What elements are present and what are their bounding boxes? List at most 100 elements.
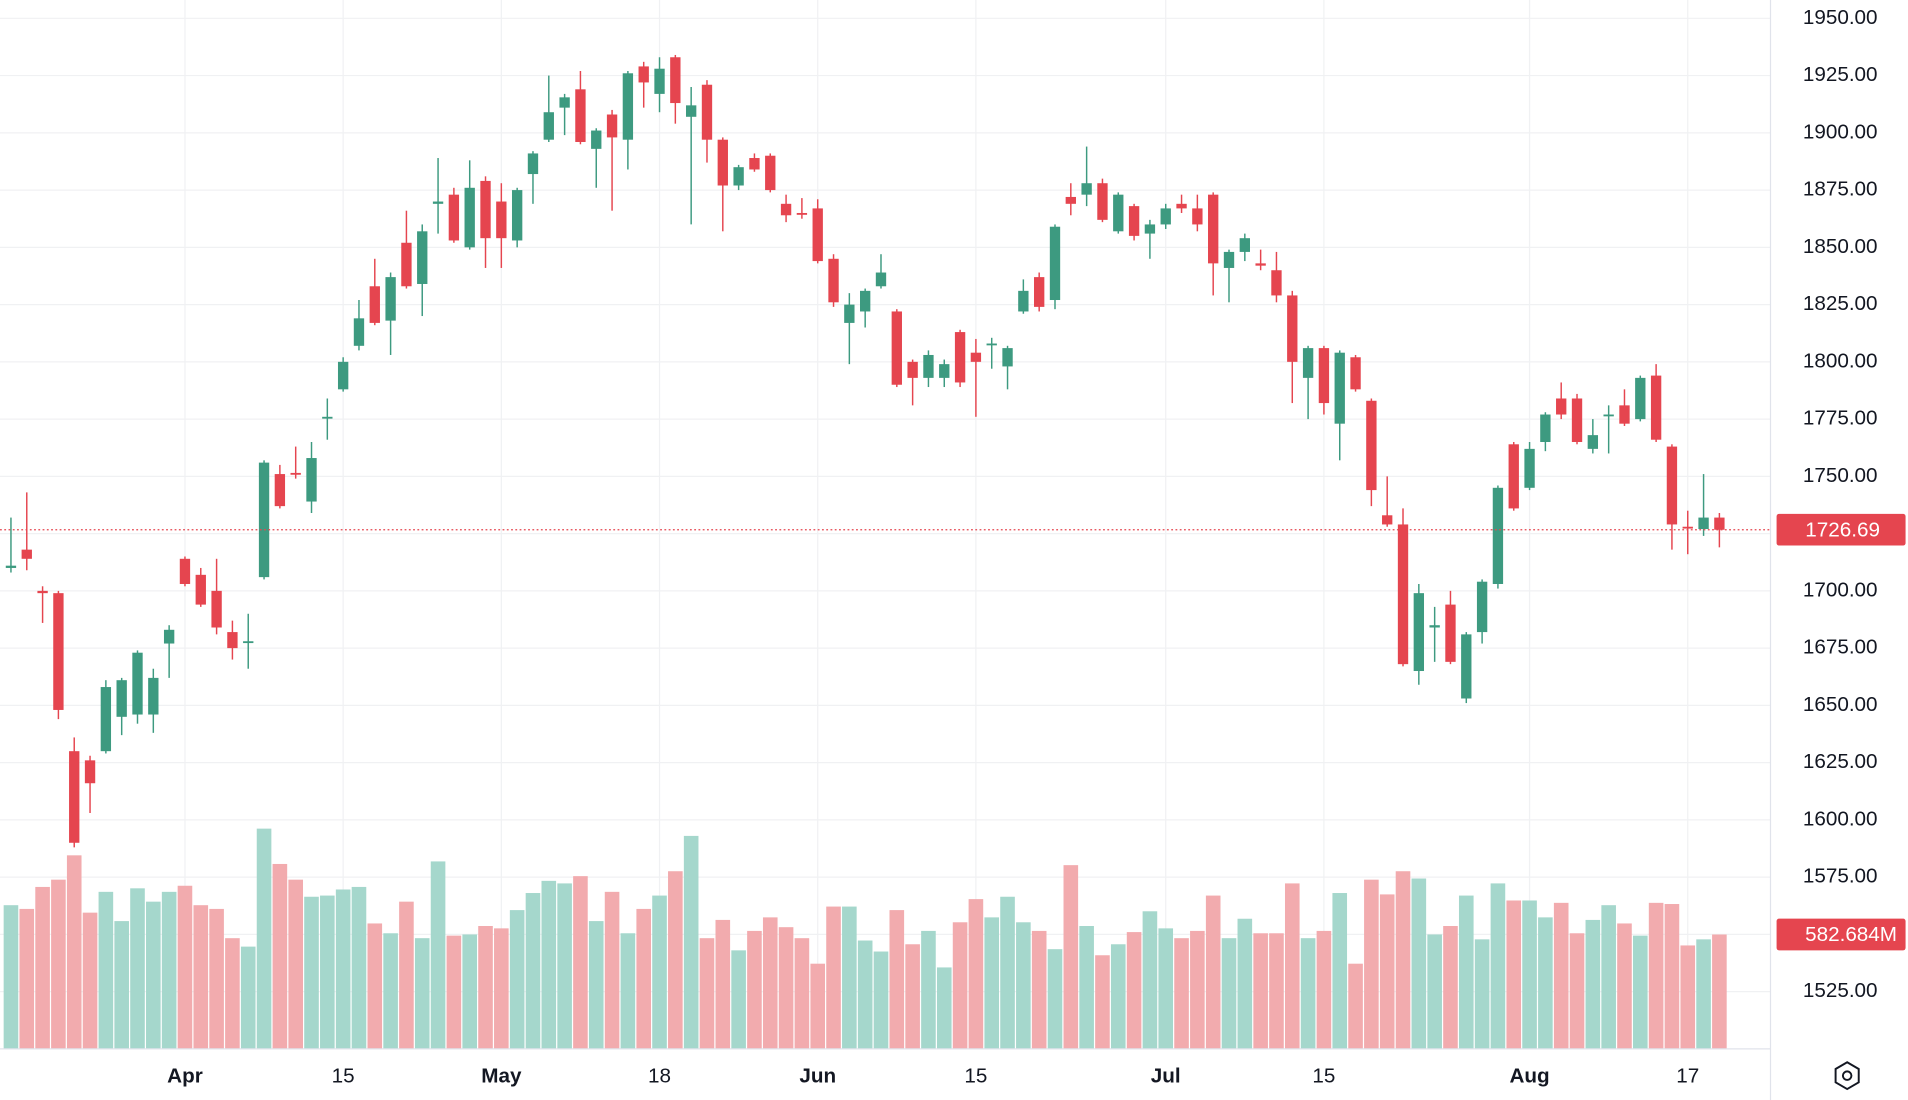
y-tick-label: 1900.00 [1803,120,1878,143]
volume-bar [1253,933,1268,1049]
candle-body [1065,196,1076,204]
candle-body [1461,634,1472,699]
volume-bar [161,891,177,1049]
y-tick-label: 1925.00 [1803,63,1878,86]
volume-pane [3,828,1727,1049]
candle-body [37,590,48,594]
x-tick-label: 15 [964,1064,987,1087]
volume-bar [699,938,715,1049]
candle-body [464,187,475,248]
volume-bar [240,946,256,1049]
volume-bar [1237,918,1253,1049]
volume-bar [573,876,588,1049]
x-tick-label: Jun [799,1064,836,1087]
candle-body [1018,290,1029,312]
candle-body [1113,194,1124,232]
volume-bar [320,895,335,1049]
volume-bar [747,930,762,1049]
candle-body [670,57,681,104]
candle-body [1081,183,1092,195]
volume-bar [256,828,272,1049]
candle-body [53,593,64,710]
volume-bar [288,879,303,1049]
last-price-badge [1776,513,1906,546]
volume-bar [1569,933,1585,1049]
volume-bar [1506,900,1522,1049]
volume-bar [905,944,920,1049]
candle-body [1176,203,1187,209]
y-tick-label: 1525.00 [1803,979,1878,1002]
y-tick-label: 1850.00 [1803,235,1878,258]
candle-body [591,130,602,149]
candle-body [1160,208,1171,225]
y-tick-label: 1750.00 [1803,464,1878,487]
candle-body [796,212,808,215]
candle-body [543,112,554,140]
candle-body [1287,295,1298,362]
candle-body [844,304,855,323]
last-volume-badge [1776,918,1906,951]
candle-body [907,361,918,378]
volume-bar [1364,879,1379,1049]
volume-bar [826,906,841,1049]
candle-body [369,286,380,323]
candle-body [179,558,191,584]
candle-body [1540,414,1551,443]
volume-bar [1585,919,1601,1049]
volume-bar [1680,945,1696,1049]
x-tick-label: 15 [1312,1064,1335,1087]
volume-bar [604,891,620,1049]
candle-body [828,258,839,303]
volume-bar [1348,963,1363,1049]
volume-bar [367,923,383,1049]
volume-bar [335,889,351,1049]
candle-body [306,458,317,502]
candle-body [1382,515,1393,525]
candle-body [243,641,254,644]
volume-bar [130,888,145,1049]
y-tick-label: 1700.00 [1803,578,1878,601]
candle-body [132,652,143,715]
candle-body [195,574,206,605]
candle-body [1524,448,1535,488]
candle-body [701,84,713,140]
volume-bar [968,899,984,1049]
candle-body [1397,524,1409,665]
y-tick-label: 1625.00 [1803,750,1878,773]
volume-bar [1617,923,1632,1049]
candle-body [733,167,744,186]
volume-bar [399,901,414,1049]
x-tick-label: Jul [1151,1064,1181,1087]
settings-icon-dot [1841,1070,1853,1081]
candle-body [1492,487,1504,584]
volume-bar [921,930,936,1049]
volume-bar [225,938,240,1049]
candle-body [1682,526,1693,529]
volume-bar [35,886,50,1049]
candle-body [1097,183,1108,220]
candle-body [923,354,934,378]
candle-body [401,242,412,287]
candle-body [116,680,127,717]
volume-bar [810,963,826,1049]
volume-bar [952,922,968,1049]
volume-bar [114,921,129,1049]
volume-bar [1190,930,1205,1049]
candle-body [417,231,428,284]
candle-body [1666,446,1678,525]
volume-bar [1395,871,1411,1049]
candle-body [606,114,618,138]
last-volume-label: 582.684M [1805,923,1897,946]
candle-body [749,158,760,170]
volume-bar [636,908,652,1049]
candle-body [875,272,887,287]
candle-body [84,760,96,784]
settings-button[interactable] [1834,1061,1860,1091]
grid [0,0,1771,1049]
candle-body [891,311,902,385]
volume-bar [1490,883,1506,1049]
volume-bar [1332,893,1348,1049]
candle-body [1002,348,1013,367]
volume-bar [1126,932,1142,1049]
